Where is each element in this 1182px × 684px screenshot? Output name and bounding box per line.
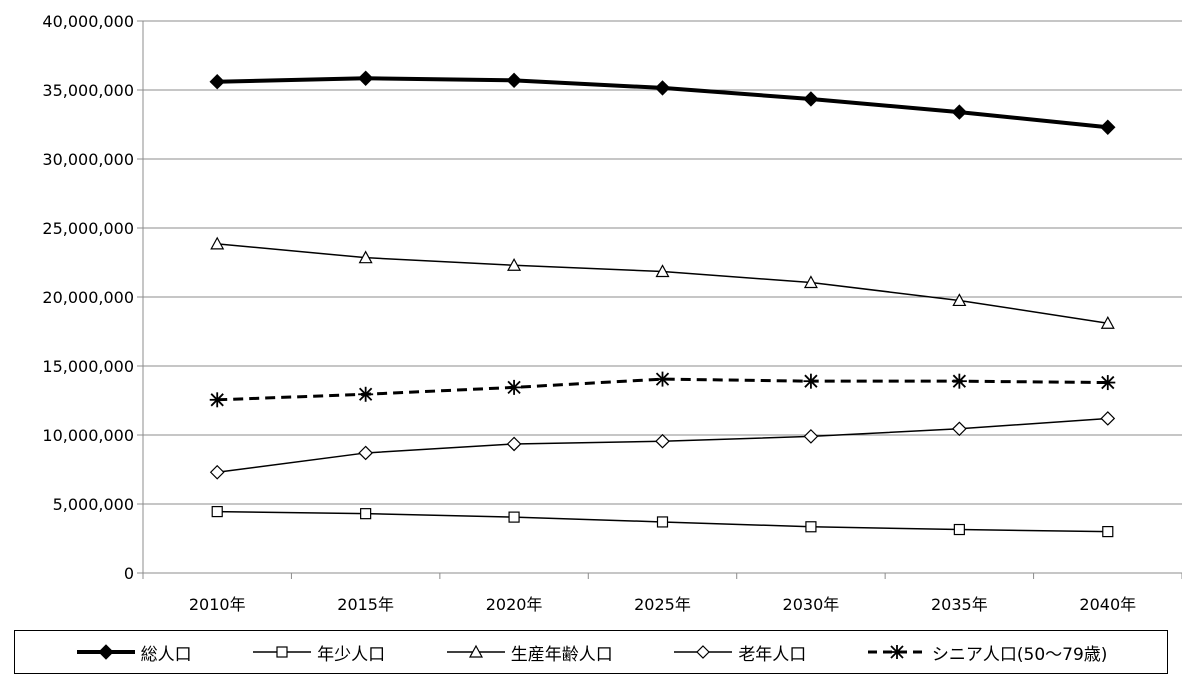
- data-point: [357, 70, 374, 86]
- line-chart: 0 5,000,000 10,000,000 15,000,000 20,000,000…: [42, 12, 1182, 614]
- data-point: [209, 392, 225, 408]
- data-point: [506, 379, 522, 395]
- y-tick-label: 35,000,000: [42, 81, 134, 100]
- data-point: [209, 74, 225, 90]
- data-point: [358, 386, 374, 402]
- x-tick-label: 2015年: [337, 595, 394, 614]
- data-point: [655, 433, 670, 449]
- data-point: [358, 445, 373, 461]
- data-point: [209, 464, 225, 480]
- series-group: [209, 70, 1116, 538]
- legend-item-youth: 年少人口: [251, 640, 385, 665]
- y-axis-tick-labels: 0 5,000,000 10,000,000 15,000,000 20,000,000…: [42, 12, 134, 583]
- data-point: [506, 436, 522, 452]
- data-point: [655, 371, 670, 387]
- data-point: [803, 373, 819, 389]
- data-point: [803, 91, 819, 107]
- y-tick-label: 5,000,000: [53, 495, 134, 514]
- series-1: [211, 505, 1114, 538]
- data-point: [952, 293, 967, 307]
- y-tick-label: 10,000,000: [42, 426, 134, 445]
- legend-swatch: [867, 645, 926, 659]
- legend-label: 老年人口: [738, 644, 807, 665]
- x-tick-label: 2030年: [783, 595, 840, 614]
- series-0: [209, 70, 1116, 135]
- legend-swatch: [76, 644, 135, 660]
- legend-item-working-age: 生産年齢人口: [445, 640, 613, 665]
- data-point: [805, 521, 817, 533]
- y-tick-label: 20,000,000: [42, 288, 134, 307]
- legend-label: シニア人口(50～79歳): [931, 644, 1108, 665]
- series-4: [209, 371, 1116, 408]
- y-tick-label: 40,000,000: [42, 12, 134, 31]
- data-point: [358, 250, 373, 264]
- legend-swatch: [446, 644, 505, 658]
- gridlines: [137, 20, 1182, 574]
- data-point: [951, 373, 967, 389]
- data-point: [655, 264, 670, 278]
- x-tick-label: 2025年: [634, 595, 691, 614]
- data-point: [1100, 119, 1116, 135]
- series-2: [210, 236, 1115, 329]
- data-point: [951, 104, 968, 120]
- legend-swatch: [674, 645, 733, 659]
- data-point: [953, 523, 965, 536]
- x-axis: 2010年 2015年 2020年 2025年 2030年 2035年 2040年: [142, 21, 1182, 614]
- y-tick-label: 15,000,000: [42, 357, 134, 376]
- y-tick-label: 30,000,000: [42, 150, 134, 169]
- series-3: [209, 411, 1116, 480]
- legend-item-senior: シニア人口(50～79歳): [866, 640, 1108, 665]
- legend-item-elderly: 老年人口: [672, 640, 806, 665]
- legend-swatch: [253, 646, 312, 658]
- series-line: [217, 243, 1108, 324]
- data-point: [803, 275, 818, 289]
- legend-label: 生産年齢人口: [510, 644, 613, 665]
- data-point: [508, 511, 520, 523]
- data-point: [210, 236, 225, 250]
- data-point: [803, 429, 819, 444]
- data-point: [360, 508, 372, 520]
- data-point: [1100, 411, 1116, 426]
- data-point: [1100, 315, 1115, 329]
- x-tick-label: 2035年: [931, 595, 988, 614]
- data-point: [211, 505, 223, 518]
- data-point: [1102, 525, 1114, 538]
- legend-label: 総人口: [140, 644, 192, 665]
- data-point: [952, 421, 967, 437]
- x-tick-label: 2020年: [486, 595, 543, 614]
- data-point: [507, 258, 522, 271]
- x-tick-label: 2040年: [1079, 595, 1136, 614]
- legend: 総人口 年少人口 生産年齢人口 老年人口 シニア人口(50～79歳): [14, 630, 1168, 674]
- data-point: [506, 72, 522, 89]
- data-point: [656, 516, 669, 528]
- y-tick-label: 0: [124, 564, 134, 583]
- legend-item-total: 総人口: [75, 640, 192, 665]
- data-point: [654, 80, 671, 96]
- data-point: [1100, 375, 1116, 391]
- y-tick-label: 25,000,000: [42, 219, 134, 238]
- x-tick-label: 2010年: [189, 595, 246, 614]
- legend-label: 年少人口: [317, 644, 386, 665]
